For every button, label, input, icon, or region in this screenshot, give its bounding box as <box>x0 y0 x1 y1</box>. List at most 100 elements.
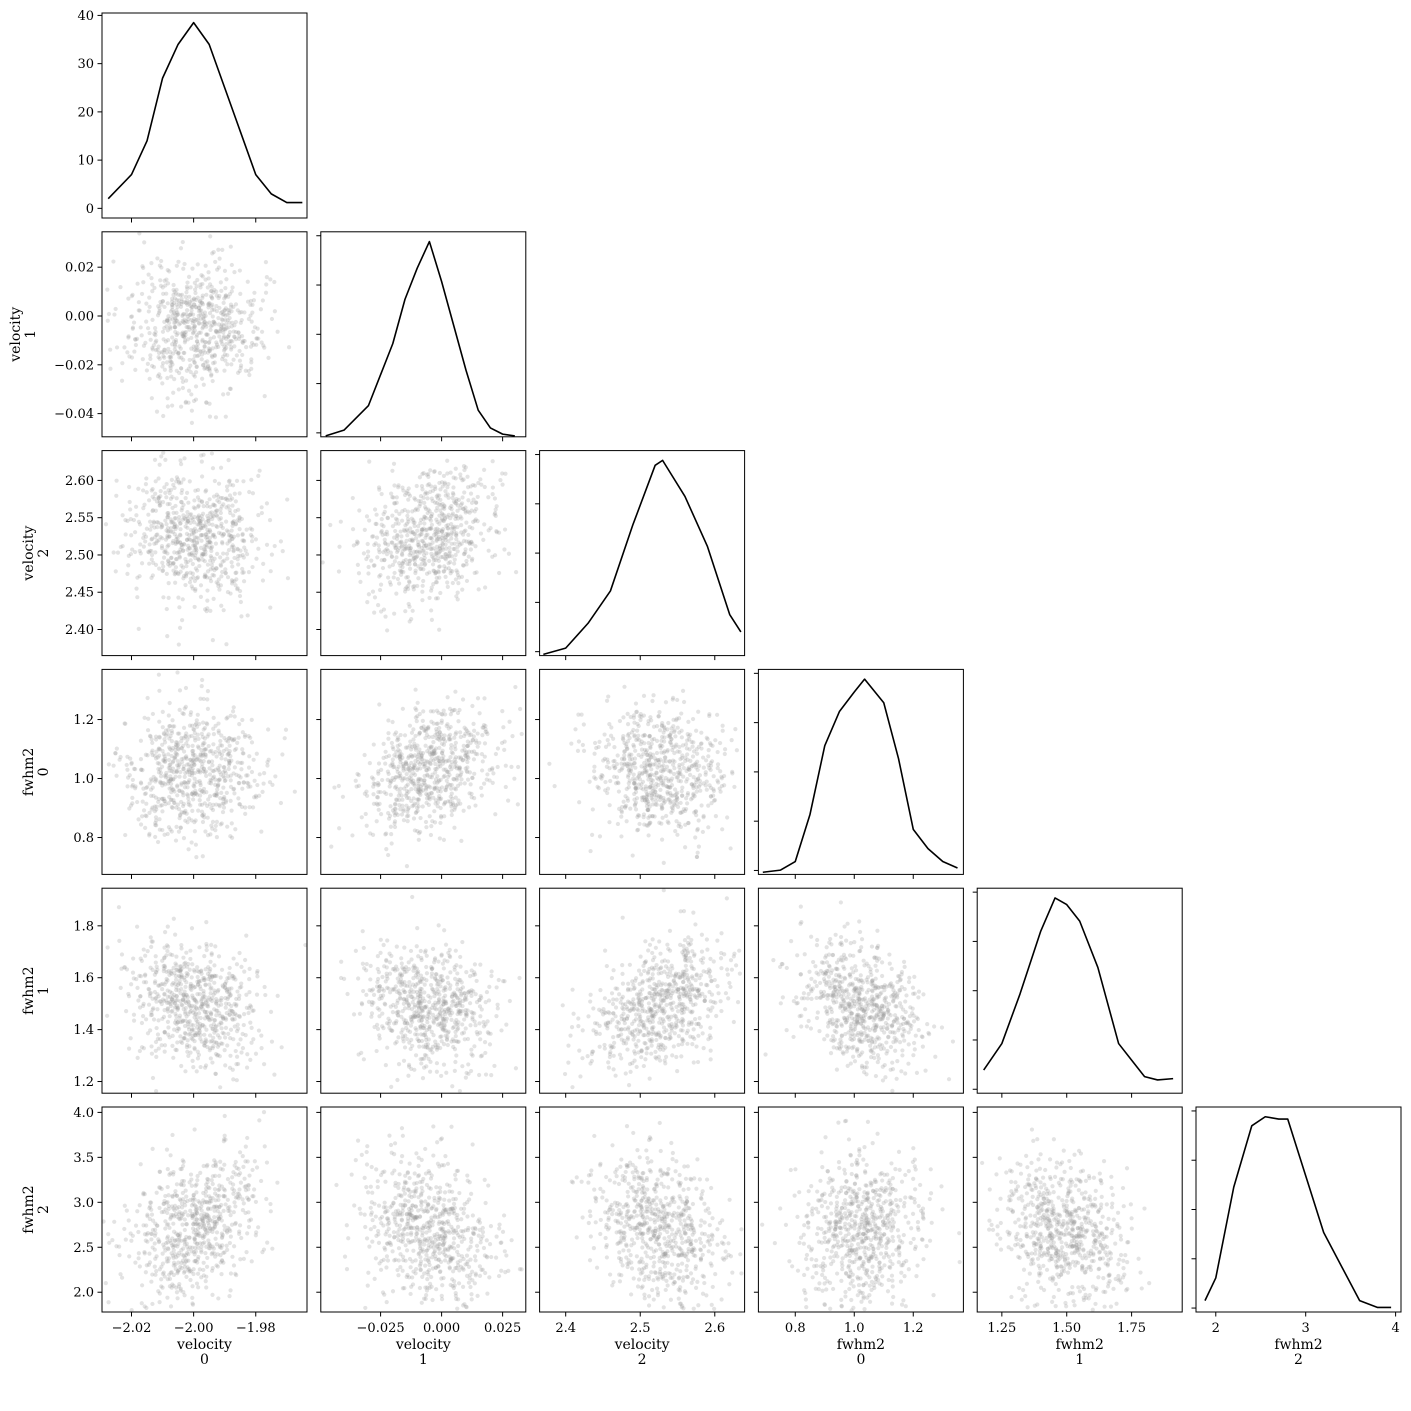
sample-point <box>133 367 138 373</box>
sample-point <box>194 344 199 349</box>
sample-point <box>122 721 127 726</box>
sample-point <box>184 368 189 373</box>
sample-point <box>143 980 149 985</box>
sample-point <box>681 699 687 705</box>
sample-point <box>119 378 125 383</box>
sample-point <box>461 743 466 749</box>
sample-point <box>415 583 420 589</box>
sample-point <box>138 757 144 762</box>
sample-point <box>169 302 175 307</box>
kde-line <box>107 21 303 204</box>
sample-point <box>162 945 167 950</box>
sample-point <box>409 787 414 792</box>
sample-point <box>500 709 505 714</box>
sample-point <box>257 468 262 473</box>
sample-point <box>411 584 416 589</box>
sample-point <box>189 926 195 931</box>
sample-point <box>209 295 214 300</box>
sample-point <box>182 317 187 322</box>
sample-point <box>471 757 477 762</box>
sample-point <box>229 528 234 533</box>
sample-point <box>238 365 243 370</box>
sample-point <box>221 348 227 353</box>
sample-point <box>251 1037 256 1042</box>
sample-point <box>506 798 511 803</box>
sample-point <box>264 275 269 280</box>
sample-point <box>201 382 206 387</box>
sample-point <box>329 844 334 849</box>
sample-point <box>138 542 143 547</box>
sample-point <box>657 775 663 780</box>
sample-point <box>407 619 412 624</box>
sample-point <box>221 551 226 556</box>
sample-point <box>228 773 233 778</box>
sample-point <box>199 273 204 278</box>
sample-point <box>552 784 557 789</box>
sample-point <box>575 748 581 753</box>
sample-point <box>174 1047 179 1053</box>
sample-point <box>367 760 372 766</box>
sample-point <box>675 749 680 754</box>
sample-point <box>175 312 181 317</box>
sample-point <box>404 784 409 789</box>
y-tick-label: 10 <box>77 154 94 169</box>
sample-point <box>434 727 439 732</box>
sample-point <box>454 568 459 573</box>
sample-point <box>163 457 168 462</box>
sample-point <box>711 793 716 798</box>
sample-point <box>362 752 367 758</box>
sample-point <box>662 727 667 732</box>
y-axis-label: velocity <box>21 526 37 582</box>
sample-point <box>390 757 395 762</box>
sample-point <box>125 784 130 789</box>
sample-point <box>126 775 131 780</box>
sample-point <box>482 696 487 701</box>
sample-point <box>685 801 690 806</box>
sample-point <box>220 525 225 530</box>
sample-point <box>423 743 428 748</box>
sample-point <box>235 308 240 313</box>
sample-point <box>432 484 438 489</box>
sample-point <box>237 268 242 273</box>
sample-point <box>170 317 175 322</box>
sample-point <box>429 750 434 755</box>
sample-point <box>611 759 616 764</box>
sample-point <box>577 800 582 805</box>
sample-point <box>280 752 285 757</box>
sample-point <box>248 344 254 349</box>
sample-point <box>211 494 217 499</box>
sample-point <box>249 717 254 722</box>
sample-point <box>458 502 464 507</box>
sample-point <box>242 338 247 344</box>
sample-point <box>165 535 170 540</box>
sample-point <box>412 496 417 501</box>
sample-point <box>120 361 125 366</box>
sample-point <box>210 513 215 518</box>
sample-point <box>221 796 226 801</box>
sample-point <box>361 551 367 556</box>
sample-point <box>427 814 432 819</box>
sample-point <box>195 516 200 521</box>
sample-point <box>449 743 454 748</box>
sample-point <box>153 954 158 959</box>
sample-point <box>407 552 412 558</box>
sample-point <box>475 744 480 749</box>
sample-point <box>244 933 249 938</box>
sample-point <box>206 732 211 737</box>
sample-point <box>179 542 184 548</box>
sample-point <box>184 570 190 576</box>
sample-point <box>259 1033 264 1038</box>
sample-point <box>698 782 703 787</box>
sample-point <box>134 513 139 518</box>
sample-point <box>202 574 207 579</box>
sample-point <box>228 302 234 307</box>
sample-point <box>242 969 247 974</box>
sample-point <box>143 482 149 487</box>
sample-point <box>378 582 384 587</box>
sample-point <box>481 537 486 542</box>
sample-point <box>177 788 182 793</box>
sample-point <box>148 356 153 362</box>
sample-point <box>646 721 651 727</box>
sample-point <box>617 718 623 724</box>
sample-point <box>639 754 644 759</box>
